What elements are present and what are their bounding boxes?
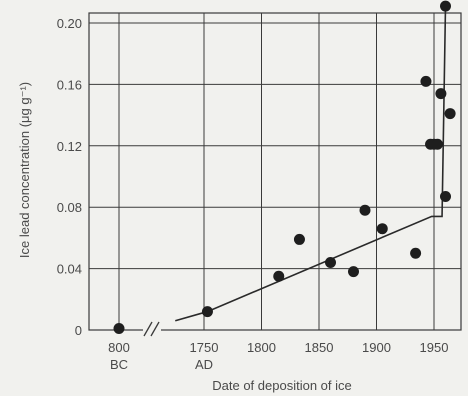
x-axis-label: Date of deposition of ice: [212, 378, 351, 393]
x-tick-label: 800: [108, 340, 130, 355]
y-axis-label: Ice lead concentration (μg g⁻¹): [17, 82, 32, 258]
y-tick-label: 0.08: [57, 200, 82, 215]
data-point: [348, 266, 359, 278]
x-tick-label: 1950: [420, 340, 449, 355]
y-tick-label: 0.20: [57, 16, 82, 31]
x-tick-era-label: BC: [110, 357, 128, 372]
data-point: [376, 223, 388, 235]
trend-line-group: [175, 6, 447, 322]
x-tick-labels: 800 BC 1750 AD 1800 1850 1900 1950: [108, 340, 448, 372]
x-tick-label: 1900: [362, 340, 391, 355]
data-point: [420, 75, 432, 87]
axis-break: [143, 321, 161, 337]
data-point: [359, 204, 371, 216]
axis-break-mark: [150, 321, 160, 337]
data-point: [201, 306, 213, 318]
y-tick-label: 0.16: [57, 77, 82, 92]
data-point: [293, 233, 305, 245]
x-tick-era-label: AD: [195, 357, 213, 372]
data-points: [113, 0, 456, 334]
data-point: [325, 256, 336, 268]
data-point-800bc: [113, 322, 125, 334]
x-tick-label: 1850: [305, 340, 334, 355]
data-point: [410, 247, 422, 259]
data-point: [431, 138, 443, 150]
data-point: [435, 88, 447, 100]
data-point: [444, 108, 456, 120]
data-point: [440, 0, 451, 12]
data-point: [273, 270, 285, 282]
plot-frame: [88, 12, 462, 331]
y-tick-label: 0.04: [57, 262, 82, 277]
y-tick-labels: 0 0.04 0.08 0.12 0.16 0.20: [57, 16, 82, 338]
y-tick-label: 0: [75, 323, 82, 338]
trend-line: [175, 6, 447, 322]
x-tick-label: 1800: [247, 340, 276, 355]
x-tick-label: 1750: [190, 340, 219, 355]
y-tick-label: 0.12: [57, 139, 82, 154]
grid: [88, 12, 462, 331]
data-point: [440, 190, 451, 202]
axis-break-mark: [143, 321, 153, 337]
axis-break-gap: [143, 321, 161, 337]
